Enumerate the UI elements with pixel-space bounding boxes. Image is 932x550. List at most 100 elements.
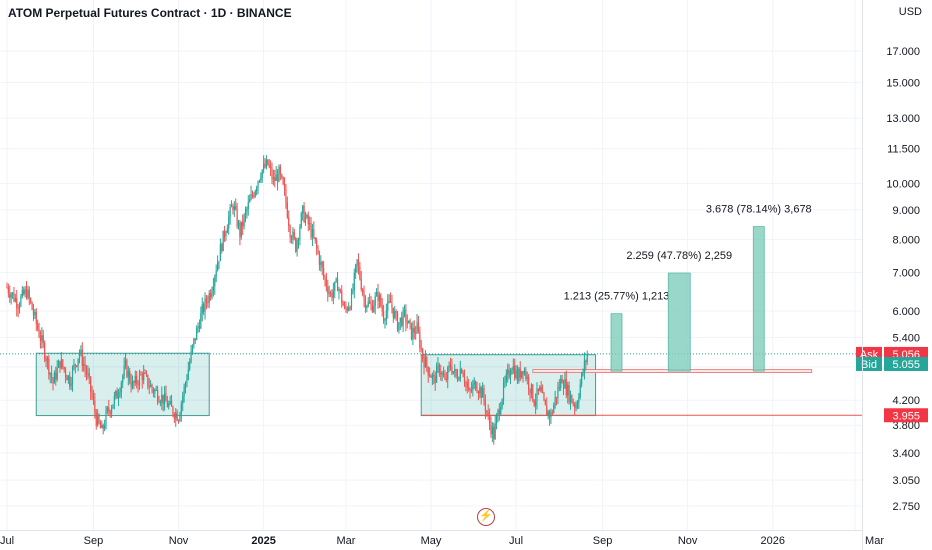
chart-title[interactable]: ATOM Perpetual Futures Contract · 1D · B… bbox=[8, 6, 292, 20]
candle-body bbox=[469, 389, 471, 391]
candle-body bbox=[105, 411, 107, 427]
candle-body bbox=[571, 394, 573, 404]
candle-body bbox=[525, 370, 527, 379]
candle-body bbox=[455, 369, 457, 377]
candle-body bbox=[251, 194, 254, 196]
candle-body bbox=[52, 378, 54, 384]
candle-body bbox=[336, 278, 339, 291]
candle-body bbox=[444, 376, 446, 379]
candle-body bbox=[14, 298, 16, 302]
y-tick-label: 13.000 bbox=[886, 113, 920, 125]
candle-body bbox=[555, 396, 558, 398]
candle-body bbox=[373, 305, 375, 312]
candle-body bbox=[265, 159, 268, 168]
candle-body bbox=[343, 305, 346, 308]
candle-body bbox=[10, 294, 12, 298]
candle-body bbox=[516, 370, 519, 382]
candle-body bbox=[76, 365, 78, 367]
candle-body bbox=[585, 360, 587, 362]
candle-body bbox=[102, 425, 104, 429]
candle-body bbox=[9, 293, 11, 298]
candle-body bbox=[366, 305, 368, 309]
candle-body bbox=[133, 381, 135, 383]
time-axis-separator bbox=[0, 530, 862, 531]
y-tick-label: 15.000 bbox=[886, 77, 920, 89]
candle-body bbox=[237, 222, 240, 227]
x-tick-label: Mar bbox=[336, 535, 355, 547]
candle-body bbox=[558, 387, 560, 389]
candle-body bbox=[547, 411, 549, 416]
candle-body bbox=[180, 403, 182, 415]
lightning-icon[interactable]: ⚡ bbox=[477, 508, 495, 526]
candle-body bbox=[97, 414, 99, 426]
candle-body bbox=[441, 372, 443, 375]
candle-body bbox=[108, 407, 110, 412]
candle-body bbox=[190, 350, 192, 362]
price-tag-value: 5.055 bbox=[892, 359, 920, 371]
candle-body bbox=[63, 366, 65, 370]
candle-body bbox=[543, 393, 545, 400]
candle-body bbox=[494, 423, 496, 440]
candle-body bbox=[498, 410, 500, 415]
candle-body bbox=[357, 259, 360, 267]
price-axis[interactable]: 17.000 15.000 13.000 11.500 10.000 9.000 8.000… bbox=[886, 46, 920, 513]
candle-body bbox=[30, 298, 32, 303]
candle-body bbox=[391, 302, 393, 308]
candle-body bbox=[235, 206, 237, 209]
candle-body bbox=[356, 259, 358, 265]
candle-body bbox=[310, 223, 312, 238]
candle-body bbox=[152, 389, 155, 393]
candle-body bbox=[87, 373, 89, 375]
candle-body bbox=[137, 383, 139, 386]
candle-body bbox=[342, 302, 344, 306]
price-tag-name: Bid bbox=[861, 359, 877, 371]
candle-body bbox=[7, 287, 9, 294]
candle-body bbox=[535, 401, 537, 406]
candle-body bbox=[406, 322, 408, 324]
currency-label[interactable]: USD bbox=[898, 6, 922, 18]
y-tick-label: 2.750 bbox=[892, 501, 920, 513]
candle-body bbox=[268, 164, 270, 167]
candle-body bbox=[23, 289, 25, 295]
candle-body bbox=[172, 406, 174, 415]
candle-body bbox=[295, 237, 297, 252]
candle-body bbox=[292, 231, 294, 240]
candle-body bbox=[98, 414, 100, 423]
candle-body bbox=[491, 426, 493, 435]
candle-body bbox=[479, 387, 481, 394]
candle-body bbox=[13, 292, 15, 302]
candle-body bbox=[143, 372, 145, 381]
candle-body bbox=[420, 347, 422, 349]
candle-body bbox=[141, 374, 143, 381]
candle-body bbox=[483, 387, 485, 401]
candle-body bbox=[533, 400, 535, 406]
candle-body bbox=[430, 376, 432, 378]
candle-body bbox=[276, 174, 279, 182]
candle-body bbox=[316, 240, 318, 248]
candle-body bbox=[159, 402, 162, 404]
candle-body bbox=[290, 237, 293, 240]
candle-body bbox=[214, 276, 216, 287]
candle-body bbox=[482, 387, 484, 398]
candle-body bbox=[204, 298, 206, 312]
candle-body bbox=[338, 289, 340, 291]
projection-targets: 1.213 (25.77%) 1,213 2.259 (47.78%) 2,259… bbox=[564, 204, 812, 372]
x-tick-label: Jul bbox=[509, 535, 523, 547]
candle-body bbox=[44, 343, 46, 359]
candle-body bbox=[488, 414, 491, 424]
candle-body bbox=[490, 423, 492, 435]
candle-body bbox=[419, 331, 421, 348]
time-axis[interactable]: Jul Sep Nov 2025 Mar May Jul Sep Nov 2026 Mar bbox=[0, 535, 884, 547]
candle-body bbox=[208, 293, 210, 303]
y-tick-label: 3.400 bbox=[892, 448, 920, 460]
candle-body bbox=[110, 408, 113, 414]
candle-body bbox=[24, 289, 26, 295]
target-bar bbox=[610, 313, 623, 372]
candle-body bbox=[175, 412, 177, 419]
candle-body bbox=[163, 393, 166, 405]
candle-body bbox=[223, 230, 226, 237]
candle-body bbox=[389, 300, 392, 303]
candle-body bbox=[161, 394, 163, 403]
candle-body bbox=[124, 360, 127, 366]
